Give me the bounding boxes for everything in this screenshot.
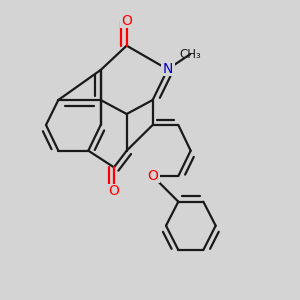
Bar bbox=[120, 14, 134, 28]
Text: O: O bbox=[109, 184, 119, 198]
Text: O: O bbox=[121, 14, 132, 28]
Bar bbox=[146, 169, 160, 183]
Bar bbox=[107, 184, 121, 198]
Bar bbox=[161, 62, 175, 76]
Text: O: O bbox=[147, 169, 158, 183]
Text: CH₃: CH₃ bbox=[179, 48, 201, 61]
Text: N: N bbox=[163, 62, 173, 76]
